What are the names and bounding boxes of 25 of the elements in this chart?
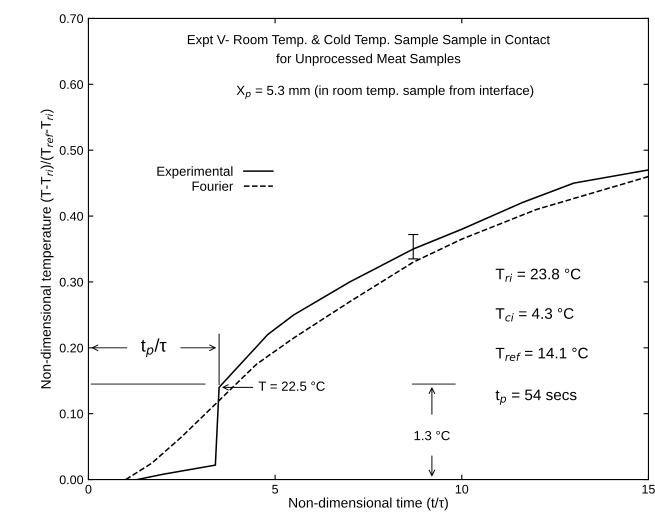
annotation: T$_{ci}$ = 4.3 °C	[496, 308, 574, 322]
y-tick-label: 0.60	[60, 80, 84, 89]
annotation: T = 22.5 °C	[258, 382, 325, 391]
y-tick-label: 0.10	[60, 409, 84, 418]
x-tick-label: 10	[456, 484, 468, 494]
annotation: t$_{p}$ = 54 secs	[496, 390, 576, 405]
legend-label: Fourier	[192, 181, 234, 191]
annotation: T$_{ref}$ = 14.1 °C	[496, 348, 588, 361]
y-tick-label: 0.40	[60, 212, 84, 221]
annotation: 1.3 °C	[414, 430, 450, 440]
y-tick-label: 0.00	[60, 475, 84, 484]
y-tick-label: 0.20	[60, 344, 84, 352]
y-tick-label: 0.30	[60, 278, 84, 287]
y-tick-label: 0.50	[60, 146, 84, 155]
legend-label: Experimental	[157, 166, 232, 179]
x-tick-label: 15	[642, 484, 655, 494]
annotation: T$_{ri}$ = 23.8 °C	[496, 268, 581, 282]
y-tick-label: 0.70	[60, 14, 84, 24]
annotation: t$_{p}$/τ	[141, 338, 166, 358]
y-axis-title: Non-dimensional temperature (T-T$_{ri}$)/(T$_{ref}$-T$_{ri}$)	[40, 110, 54, 388]
x-axis-title: Non-dimensional time (t/τ)	[289, 497, 448, 510]
text: X$_{p}$ = 5.3 mm (in room temp. sample from interface)	[236, 85, 534, 100]
x-tick-label: 0	[85, 484, 92, 494]
text: Expt V- Room Temp. & Cold Temp. Sample Sample in Contact for Unprocessed Meat Samples	[188, 34, 550, 66]
x-tick-label: 5	[272, 484, 278, 494]
